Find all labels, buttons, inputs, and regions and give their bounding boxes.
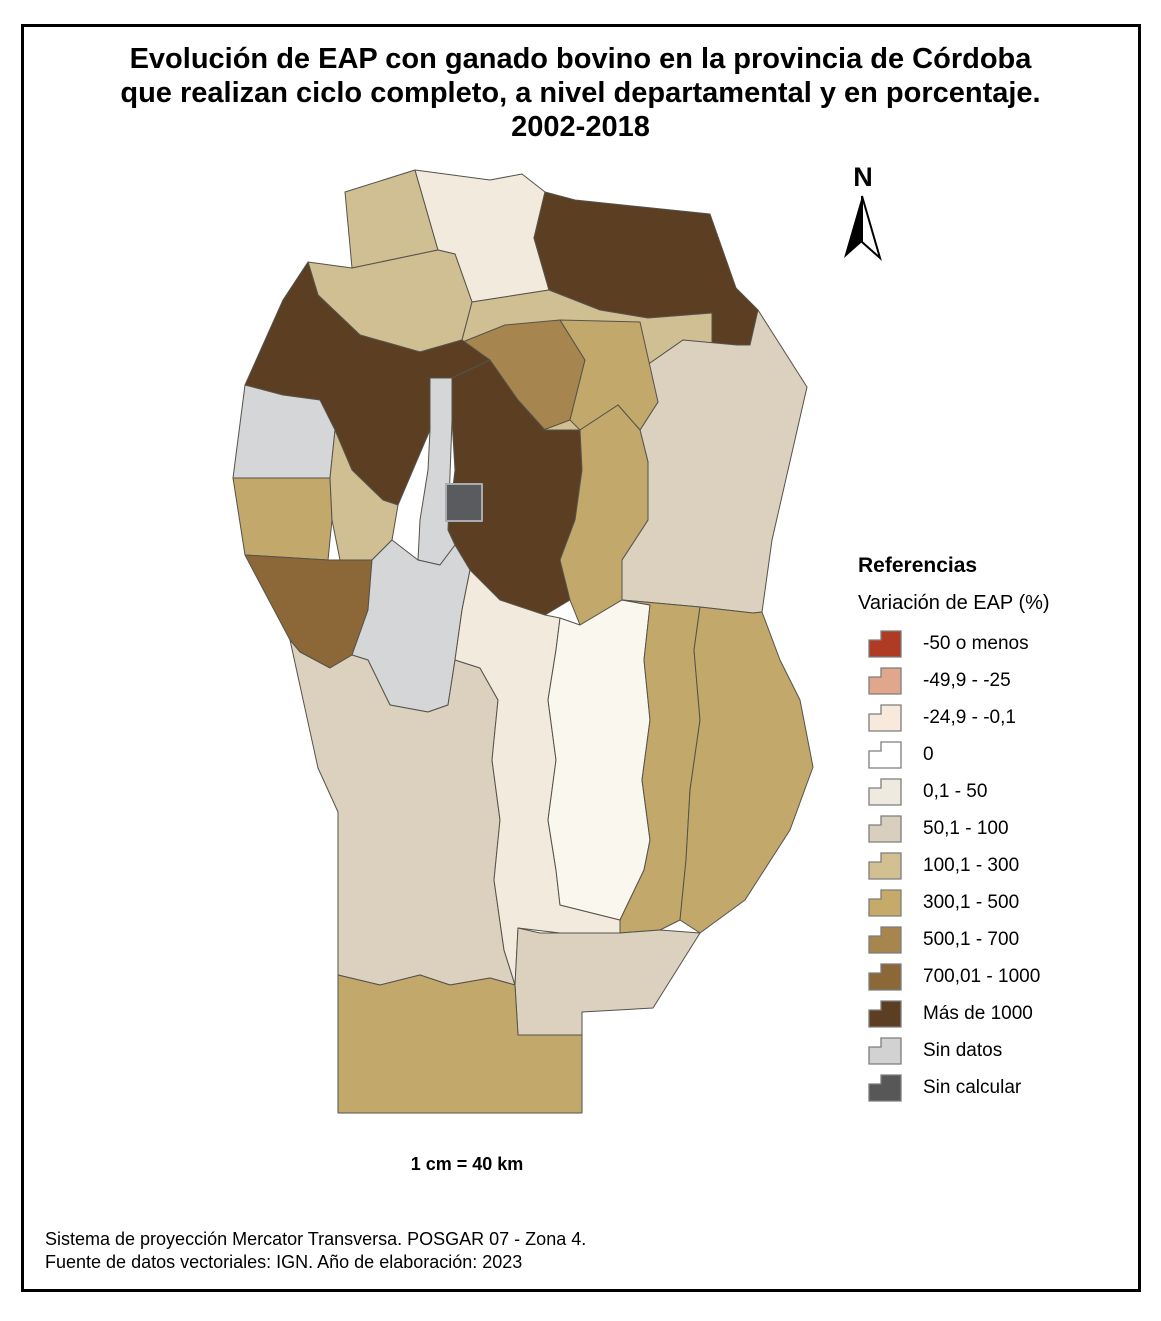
legend-item: Más de 1000	[858, 995, 1118, 1032]
map-region-pocho	[232, 477, 333, 561]
legend-item: 500,1 - 700	[858, 921, 1118, 958]
title-line-3: 2002-2018	[511, 111, 650, 143]
legend-item-label: 50,1 - 100	[923, 817, 1009, 839]
legend-item-label: Más de 1000	[923, 1002, 1033, 1024]
legend-item: Sin datos	[858, 1032, 1118, 1069]
scale-text: 1 cm = 40 km	[410, 1154, 524, 1174]
legend-swatch-icon	[868, 1073, 902, 1102]
map-region-capital	[445, 483, 483, 522]
legend-swatch-icon	[868, 999, 902, 1028]
north-arrow: N	[830, 162, 896, 192]
legend-swatch-icon	[868, 777, 902, 806]
map-region-saenz-pena	[514, 927, 701, 1036]
legend-swatch-icon	[868, 851, 902, 880]
legend-item-label: 700,01 - 1000	[923, 965, 1041, 987]
map-region-general-roca	[337, 974, 583, 1114]
footer-line-1: Sistema de proyección Mercator Transvers…	[45, 1229, 587, 1249]
page-title: Evolución de EAP con ganado bovino en la…	[0, 42, 1161, 144]
title-line-2: que realizan ciclo completo, a nivel dep…	[120, 77, 1041, 109]
legend-item: 300,1 - 500	[858, 884, 1118, 921]
legend-item: 0,1 - 50	[858, 773, 1118, 810]
legend: Referencias Variación de EAP (%) -50 o m…	[858, 554, 1118, 1106]
legend-item-label: Sin calcular	[923, 1076, 1022, 1098]
legend-item-label: 0,1 - 50	[923, 780, 988, 802]
north-label: N	[853, 162, 873, 192]
map-region-marcos-juarez	[679, 606, 814, 934]
legend-item-label: 500,1 - 700	[923, 928, 1020, 950]
legend-item-label: 0	[923, 743, 934, 765]
map-region-salsacate	[329, 429, 399, 561]
north-arrow-icon	[844, 195, 882, 262]
legend-item: 0	[858, 736, 1118, 773]
legend-item: -24,9 - -0,1	[858, 699, 1118, 736]
legend-swatch-icon	[868, 925, 902, 954]
legend-swatch-icon	[868, 629, 902, 658]
legend-subtitle: Variación de EAP (%)	[858, 592, 1050, 614]
legend-swatch-icon	[868, 888, 902, 917]
legend-item: 50,1 - 100	[858, 810, 1118, 847]
legend-swatch-icon	[868, 814, 902, 843]
legend-swatch-icon	[868, 1036, 902, 1065]
legend-items: -50 o menos -49,9 - -25 -24,9 - -0,1 0 0…	[858, 625, 1118, 1106]
legend-item: 100,1 - 300	[858, 847, 1118, 884]
map-region-rio-segundo	[547, 599, 651, 921]
legend-item: Sin calcular	[858, 1069, 1118, 1106]
legend-item-label: -24,9 - -0,1	[923, 706, 1016, 728]
legend-swatch-icon	[868, 703, 902, 732]
legend-title: Referencias	[858, 554, 978, 577]
legend-item: 700,01 - 1000	[858, 958, 1118, 995]
footer: Sistema de proyección Mercator Transvers…	[45, 1228, 586, 1274]
legend-item: -50 o menos	[858, 625, 1118, 662]
legend-item-label: Sin datos	[923, 1039, 1003, 1061]
legend-item: -49,9 - -25	[858, 662, 1118, 699]
legend-swatch-icon	[868, 666, 902, 695]
legend-swatch-icon	[868, 962, 902, 991]
legend-item-label: 100,1 - 300	[923, 854, 1020, 876]
footer-line-2: Fuente de datos vectoriales: IGN. Año de…	[45, 1252, 523, 1272]
legend-item-label: -49,9 - -25	[923, 669, 1011, 691]
legend-item-label: 300,1 - 500	[923, 891, 1020, 913]
legend-swatch-icon	[868, 740, 902, 769]
title-line-1: Evolución de EAP con ganado bovino en la…	[129, 43, 1032, 75]
legend-item-label: -50 o menos	[923, 632, 1029, 654]
